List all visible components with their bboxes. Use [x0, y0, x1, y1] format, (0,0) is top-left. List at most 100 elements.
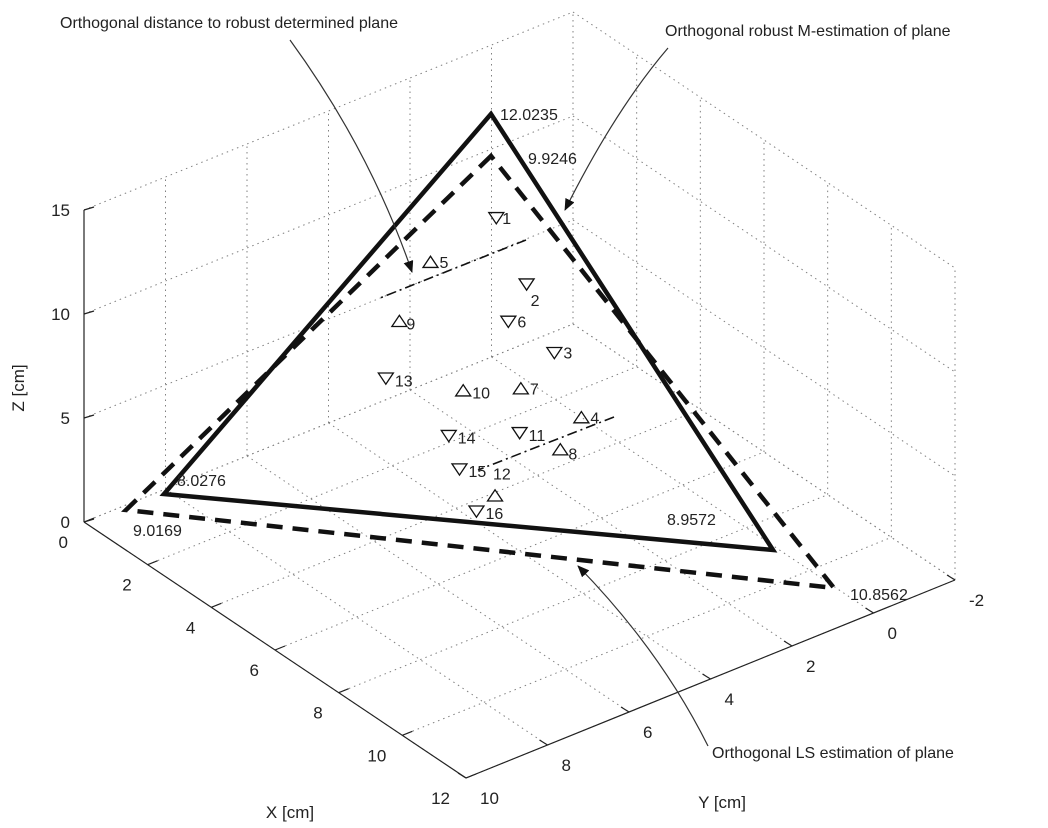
vertex-label-dashed-right: 10.8562: [850, 587, 908, 604]
x-tick-label: 10: [367, 746, 386, 765]
annotation-robust-plane: Orthogonal robust M-estimation of plane: [665, 23, 951, 40]
data-point-marker: [450, 463, 469, 477]
data-point-label: 12: [493, 467, 511, 484]
data-point-label: 14: [458, 431, 476, 448]
grid-line-floor-x: [274, 451, 765, 651]
data-point-label: 8: [568, 447, 577, 464]
annotation-arrow-ls-plane: [577, 565, 709, 747]
x-tick-label: 2: [122, 576, 131, 595]
y-tick-mark: [539, 739, 548, 746]
data-point-marker: [454, 383, 472, 397]
y-tick-label: -2: [969, 591, 984, 610]
x-tick-mark: [274, 645, 286, 651]
axes: [83, 210, 956, 779]
x-tick-mark: [402, 730, 413, 736]
data-point-label: 13: [395, 373, 413, 390]
data-point-marker: [440, 429, 458, 443]
data-point-marker: [390, 314, 409, 328]
grid-lines: [83, 11, 956, 779]
z-tick-mark: [83, 310, 95, 315]
annotation-arrow-orthogonal-distance: [289, 39, 414, 273]
data-point-marker: [467, 505, 486, 519]
data-point-marker: [421, 255, 440, 269]
ls-plane-triangle: [121, 152, 840, 591]
z-tick-label: 5: [61, 409, 70, 428]
x-tick-mark: [211, 602, 222, 608]
data-point-marker: [551, 442, 570, 456]
vertex-label-solid-top: 12.0235: [500, 107, 558, 124]
data-point-marker: [545, 346, 564, 360]
z-tick-label: 15: [51, 201, 70, 220]
x-tick-label: 12: [431, 789, 450, 808]
y-tick-label: 4: [725, 690, 734, 709]
y-tick-mark: [783, 640, 793, 647]
annotation-orthogonal-distance: Orthogonal distance to robust determined…: [60, 15, 398, 32]
orthogonal-distance-line-lower: [477, 416, 615, 471]
grid-line-floor-y: [246, 455, 630, 713]
data-point-marker: [510, 426, 529, 440]
y-tick-mark: [946, 574, 956, 581]
data-point-marker: [487, 211, 506, 225]
annotations: Orthogonal distance to robust determined…: [60, 15, 954, 762]
data-point-label: 10: [472, 386, 490, 403]
data-point-label: 7: [530, 382, 539, 399]
vertex-label-solid-right: 8.9572: [667, 512, 716, 529]
data-point-marker: [512, 381, 530, 395]
y-tick-mark: [457, 772, 467, 779]
vertex-labels: 12.0235 8.0276 8.9572 9.9246 9.0169 10.8…: [133, 107, 908, 604]
data-point-label: 4: [590, 411, 599, 428]
data-point-label: 2: [531, 293, 540, 310]
y-tick-label: 2: [806, 657, 815, 676]
data-point-label: 15: [468, 464, 486, 481]
data-point-marker: [486, 488, 504, 502]
data-point-marker: [572, 410, 591, 424]
data-point-label: 11: [529, 428, 546, 445]
vertex-label-dashed-top: 9.9246: [528, 151, 577, 168]
y-tick-label: 6: [643, 723, 652, 742]
z-tick-mark: [83, 414, 95, 419]
x-tick-label: 4: [186, 618, 195, 637]
grid-line-floor-x: [147, 366, 637, 566]
data-point-marker: [517, 278, 536, 292]
z-tick-label: 0: [61, 513, 70, 532]
data-point-marker: [499, 315, 518, 329]
data-point-label: 5: [439, 255, 448, 272]
grid-line-wall-z-right: [572, 11, 956, 269]
vertex-label-solid-left: 8.0276: [177, 473, 226, 490]
annotation-ls-plane: Orthogonal LS estimation of plane: [712, 745, 954, 762]
y-tick-mark: [620, 706, 630, 713]
y-axis-title: Y [cm]: [698, 793, 746, 812]
data-point-label: 16: [485, 506, 503, 523]
x-tick-label: 0: [59, 533, 68, 552]
z-tick-mark: [83, 206, 95, 211]
annotation-arrow-robust-plane: [564, 47, 669, 211]
grid-line-floor-x: [211, 408, 701, 608]
orthogonal-distance-line-upper: [379, 239, 527, 299]
x-tick-mark: [338, 688, 349, 694]
x-tick-mark: [147, 560, 158, 566]
grid-line-floor-y: [165, 488, 548, 746]
y-tick-label: 8: [562, 756, 571, 775]
y-tick-label: 0: [888, 624, 897, 643]
vertex-label-dashed-left: 9.0169: [133, 523, 182, 540]
x-axis-title: X [cm]: [266, 803, 314, 822]
grid-line-floor-y: [409, 389, 793, 647]
x-tick-mark: [465, 773, 477, 779]
data-point-label: 6: [517, 314, 526, 331]
x-tick-label: 8: [313, 704, 322, 723]
data-point-label: 9: [406, 316, 415, 333]
z-axis-title: Z [cm]: [9, 364, 28, 411]
y-tick-label: 10: [480, 789, 499, 808]
orthogonal-distance-lines: [379, 239, 615, 471]
grid-line-floor-x: [402, 536, 892, 736]
planes: [121, 110, 840, 591]
grid-line-floor-y: [328, 422, 711, 680]
data-point-label: 3: [563, 346, 572, 363]
data-point-marker: [377, 372, 395, 386]
data-point-label: 1: [502, 211, 511, 228]
y-tick-mark: [702, 673, 711, 680]
x-tick-label: 6: [250, 661, 259, 680]
y-tick-mark: [865, 607, 874, 614]
